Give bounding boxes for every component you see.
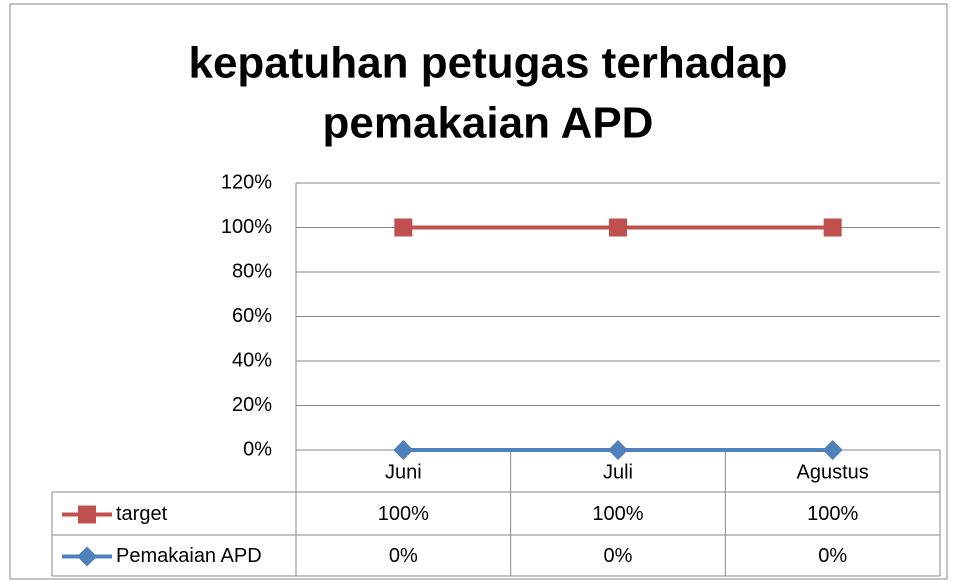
y-tick-label: 20%: [232, 394, 272, 416]
legend-label: target: [116, 503, 168, 525]
legend-marker: [78, 505, 96, 524]
data-point: [394, 218, 413, 237]
table-value: 100%: [592, 503, 643, 525]
chart-border: [9, 3, 948, 580]
y-tick-label: 0%: [243, 438, 272, 460]
table-value: 100%: [807, 503, 858, 525]
x-tick-label: Juni: [385, 461, 422, 483]
chart-title: pemakaian APD: [323, 99, 654, 148]
table-value: 100%: [378, 503, 429, 525]
data-point: [608, 440, 628, 460]
data-point: [609, 218, 627, 237]
legend-marker: [77, 546, 97, 567]
data-point: [823, 218, 842, 237]
data-point: [393, 440, 414, 460]
table-value: 0%: [818, 545, 847, 567]
y-tick-label: 120%: [221, 171, 272, 193]
table-value: 0%: [604, 545, 633, 567]
y-tick-label: 60%: [232, 305, 272, 327]
y-tick-label: 80%: [232, 260, 272, 282]
x-tick-label: Agustus: [797, 461, 869, 483]
y-tick-label: 40%: [232, 349, 272, 371]
table-value: 0%: [389, 545, 418, 567]
data-point: [822, 440, 843, 460]
legend-label: Pemakaian APD: [116, 545, 262, 567]
y-tick-label: 100%: [221, 216, 272, 238]
x-tick-label: Juli: [603, 461, 633, 483]
chart-title: kepatuhan petugas terhadap: [188, 39, 787, 88]
